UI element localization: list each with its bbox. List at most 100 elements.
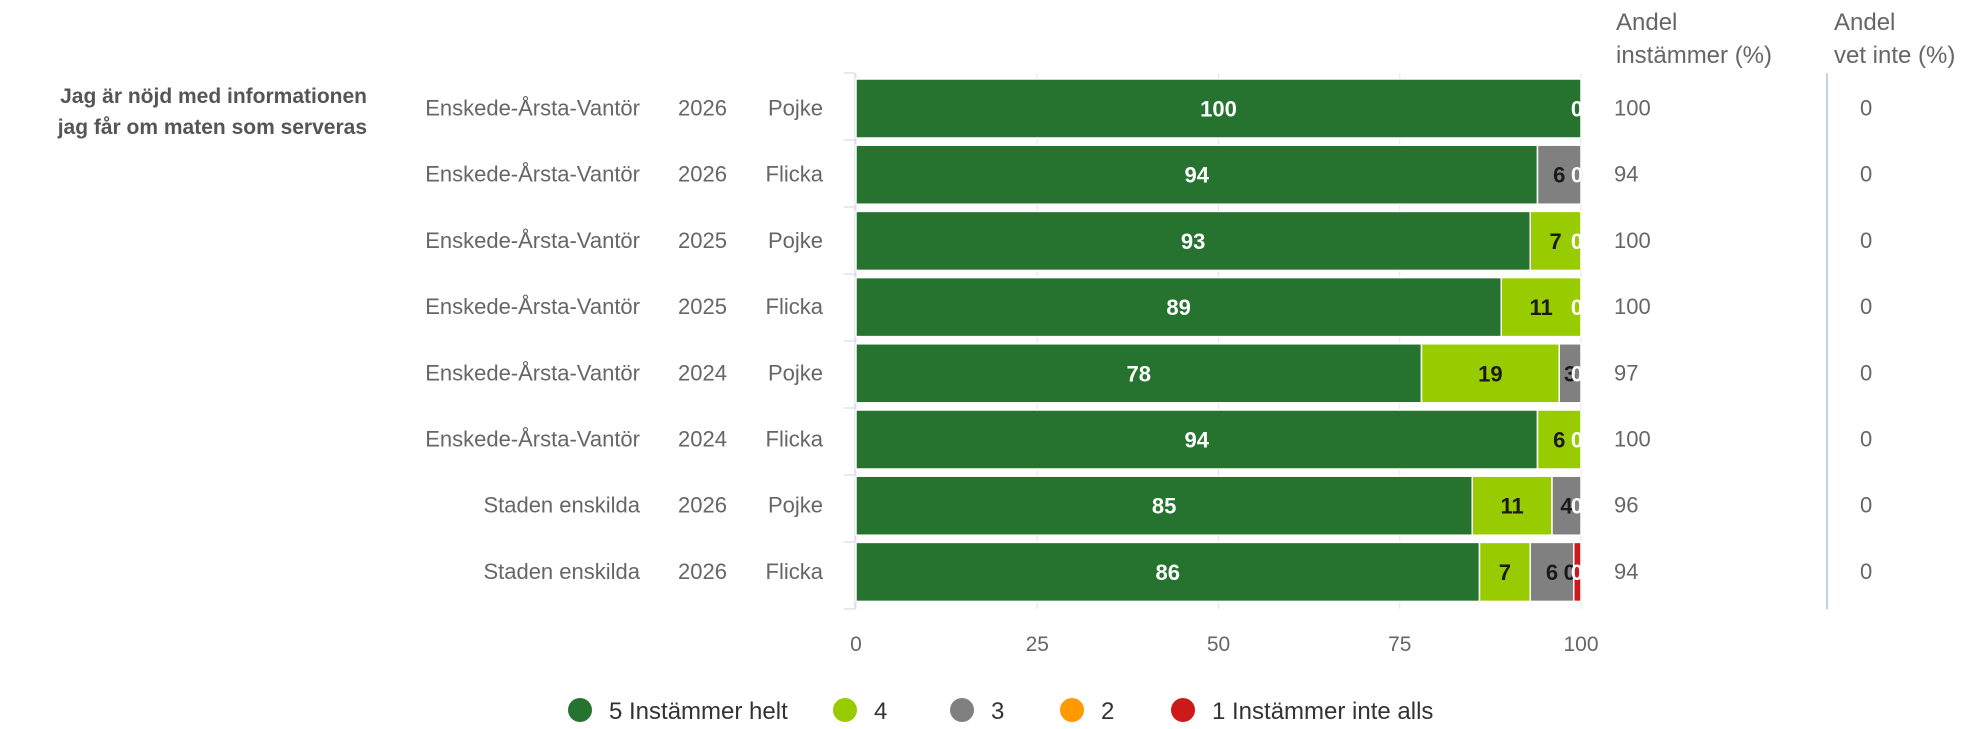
andel-vet-inte-value: 0 bbox=[1860, 294, 1872, 319]
bar-segment bbox=[1529, 541, 1575, 603]
x-tick-label: 50 bbox=[1207, 633, 1230, 656]
x-tick-label: 100 bbox=[1563, 633, 1598, 656]
category-label-area: Enskede-Årsta-Vantör bbox=[425, 427, 640, 452]
andel-instammer-value: 96 bbox=[1614, 493, 1638, 518]
category-label-year: 2024 bbox=[678, 427, 727, 452]
andel-instammer-value: 94 bbox=[1614, 559, 1638, 584]
data-label: 6 bbox=[1553, 428, 1565, 453]
data-label: 100 bbox=[1200, 97, 1237, 122]
question-label-line: jag får om maten som serveras bbox=[57, 116, 367, 139]
data-label: 86 bbox=[1156, 560, 1180, 585]
data-label: 78 bbox=[1127, 361, 1151, 386]
data-label: 94 bbox=[1185, 428, 1210, 453]
question-label: Jag är nöjd med informationen jag får om … bbox=[57, 85, 367, 139]
data-label: 6 bbox=[1553, 163, 1565, 188]
category-label-area: Staden enskilda bbox=[483, 559, 640, 584]
category-label-gender: Flicka bbox=[766, 559, 824, 584]
category-label-gender: Pojke bbox=[768, 96, 823, 121]
bar-segment bbox=[1558, 343, 1582, 404]
andel-vet-inte-value: 0 bbox=[1860, 427, 1872, 452]
data-label: 0 bbox=[1571, 229, 1583, 254]
data-label: 93 bbox=[1181, 229, 1205, 254]
andel-instammer-value: 100 bbox=[1614, 228, 1651, 253]
category-label-area: Staden enskilda bbox=[483, 493, 640, 518]
legend-label: 1 Instämmer inte alls bbox=[1212, 698, 1433, 725]
andel-instammer-value: 100 bbox=[1614, 294, 1651, 319]
data-label: 0 bbox=[1571, 295, 1583, 320]
data-label: 3 bbox=[1564, 361, 1576, 386]
legend-item[interactable]: 1 Instämmer inte alls bbox=[1171, 698, 1433, 725]
x-tick-label: 0 bbox=[850, 633, 862, 656]
header-andel-instammer: instämmer (%) bbox=[1616, 42, 1772, 69]
legend-label: 2 bbox=[1101, 698, 1114, 725]
category-label-gender: Pojke bbox=[768, 360, 823, 385]
legend-label: 5 Instämmer helt bbox=[609, 698, 788, 725]
bar-segment bbox=[1573, 541, 1582, 603]
data-label: 6 bbox=[1546, 560, 1558, 585]
category-label-year: 2025 bbox=[678, 228, 727, 253]
data-label: 7 bbox=[1499, 560, 1511, 585]
legend: 5 Instämmer helt 4 3 2 1 Instämmer inte alls bbox=[568, 698, 1433, 725]
andel-vet-inte-value: 0 bbox=[1860, 493, 1872, 518]
data-label: 0 bbox=[1571, 361, 1583, 386]
category-label-gender: Pojke bbox=[768, 493, 823, 518]
legend-item[interactable]: 5 Instämmer helt bbox=[568, 698, 788, 725]
data-label: 0 bbox=[1564, 560, 1576, 585]
legend-marker bbox=[568, 698, 592, 722]
data-label: 4 bbox=[1560, 494, 1573, 519]
bar-segment bbox=[855, 409, 1539, 470]
header-andel-vet-inte: vet inte (%) bbox=[1834, 42, 1955, 69]
category-label-area: Enskede-Årsta-Vantör bbox=[425, 228, 640, 253]
bar-segment bbox=[855, 276, 1502, 338]
data-label: 0 bbox=[1571, 494, 1583, 519]
category-label-gender: Flicka bbox=[766, 427, 824, 452]
data-label: 89 bbox=[1166, 295, 1190, 320]
andel-vet-inte-value: 0 bbox=[1860, 96, 1872, 121]
x-tick-label: 25 bbox=[1026, 633, 1049, 656]
legend-marker bbox=[950, 698, 974, 722]
category-label-gender: Flicka bbox=[766, 294, 824, 319]
legend-item[interactable]: 4 bbox=[833, 698, 887, 725]
bar-segment bbox=[1529, 210, 1582, 272]
legend-marker bbox=[833, 698, 857, 722]
x-tick-label: 75 bbox=[1388, 633, 1411, 656]
legend-marker bbox=[1060, 698, 1084, 722]
legend-label: 3 bbox=[991, 698, 1004, 725]
legend-item[interactable]: 3 bbox=[950, 698, 1004, 725]
andel-vet-inte-value: 0 bbox=[1860, 228, 1872, 253]
data-label: 94 bbox=[1185, 163, 1210, 188]
extra-column-headers: Andel instämmer (%) Andel vet inte (%) bbox=[1616, 9, 1955, 69]
category-label-year: 2026 bbox=[678, 559, 727, 584]
data-label: 0 bbox=[1571, 97, 1583, 122]
bar-segment bbox=[1536, 144, 1582, 205]
category-label-year: 2024 bbox=[678, 360, 727, 385]
header-andel-instammer: Andel bbox=[1616, 9, 1677, 36]
data-label: 85 bbox=[1152, 494, 1176, 519]
bar-segment bbox=[1478, 541, 1531, 603]
category-label-gender: Flicka bbox=[766, 162, 824, 187]
category-label-area: Enskede-Årsta-Vantör bbox=[425, 162, 640, 187]
data-label: 7 bbox=[1550, 229, 1562, 254]
header-andel-vet-inte: Andel bbox=[1834, 9, 1895, 36]
category-label-year: 2026 bbox=[678, 162, 727, 187]
bars: Enskede-Årsta-Vantör 2026 Pojke 100 0 100 0 Ens… bbox=[425, 78, 1872, 603]
andel-vet-inte-value: 0 bbox=[1860, 559, 1872, 584]
bar-segment bbox=[1420, 343, 1560, 404]
data-label: 11 bbox=[1529, 295, 1552, 320]
bar-segment bbox=[855, 541, 1481, 603]
data-label: 0 bbox=[1571, 163, 1583, 188]
andel-vet-inte-value: 0 bbox=[1860, 360, 1872, 385]
category-label-area: Enskede-Årsta-Vantör bbox=[425, 294, 640, 319]
bar-segment bbox=[855, 78, 1582, 139]
data-label: 19 bbox=[1478, 361, 1502, 386]
bar-segment bbox=[1500, 276, 1582, 338]
question-label-line: Jag är nöjd med informationen bbox=[60, 85, 367, 108]
category-label-area: Enskede-Årsta-Vantör bbox=[425, 360, 640, 385]
andel-instammer-value: 97 bbox=[1614, 360, 1638, 385]
bar-segment bbox=[855, 210, 1531, 272]
category-axis bbox=[844, 72, 856, 610]
legend-item[interactable]: 2 bbox=[1060, 698, 1114, 725]
bar-segment bbox=[1536, 409, 1582, 470]
legend-label: 4 bbox=[874, 698, 887, 725]
